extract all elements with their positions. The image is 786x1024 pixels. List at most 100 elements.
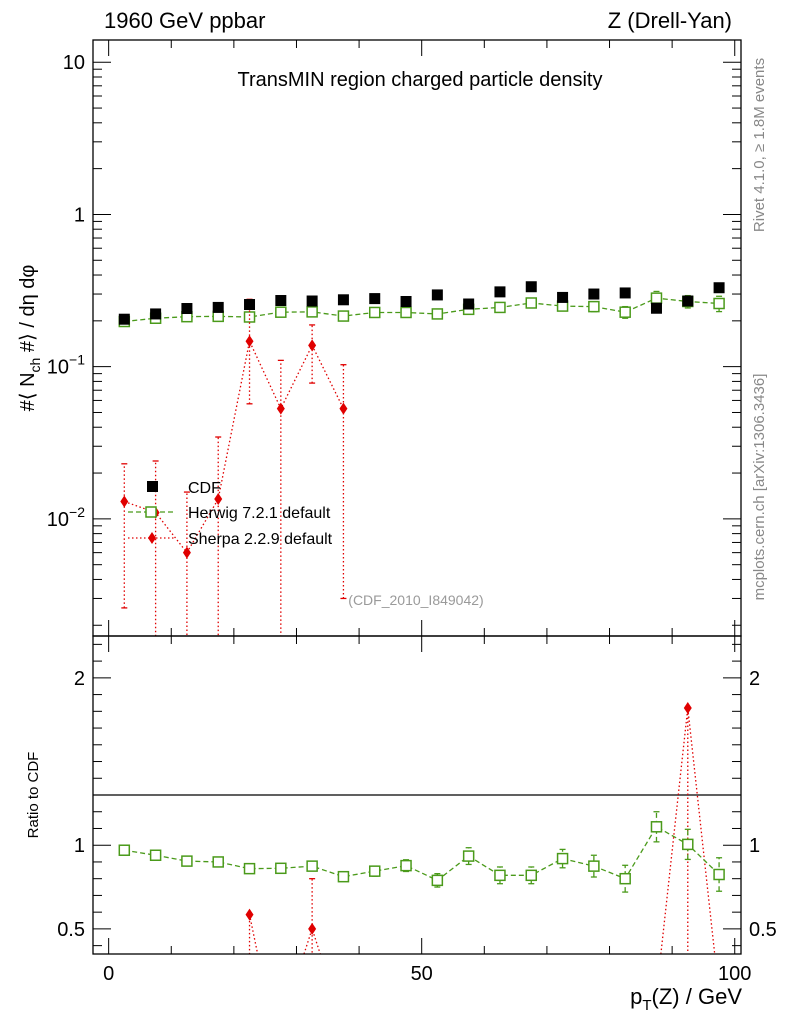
mc-point-sherpa (276, 402, 285, 415)
series-line-sherpa (124, 339, 345, 554)
legend-cdf: CDF (147, 480, 221, 497)
data-point-cdf (275, 295, 287, 307)
mc-point-sherpa (120, 495, 129, 508)
mc-point-herwig (118, 844, 131, 856)
ratio-y-tick-label: 0.5 (57, 919, 85, 941)
mc-point-herwig (650, 821, 663, 833)
mc-point-herwig (619, 872, 631, 885)
data-point-cdf (150, 308, 162, 320)
mcplots-label: mcplots.cern.ch [arXiv:1306.3436] (751, 374, 768, 601)
main-y-tick-label: 10−2 (47, 504, 85, 531)
ratio-y-tick-label: 1 (74, 835, 85, 857)
data-point-cdf (306, 295, 318, 307)
mc-point-herwig (275, 862, 287, 875)
mc-point-herwig (619, 306, 631, 318)
y-axis-label-main: #⟨ Nch #⟩ / dη dφ (17, 265, 43, 412)
data-point-cdf (400, 295, 412, 307)
ratio-y-tick-label-right: 0.5 (749, 919, 777, 941)
data-point-cdf (682, 295, 694, 307)
tick-base: 10 (47, 509, 69, 531)
series-line-sherpa (248, 914, 259, 954)
mc-point-herwig (243, 862, 256, 875)
header-left: 1960 GeV ppbar (104, 8, 265, 33)
mc-point-sherpa (245, 335, 254, 348)
y-axis-label-main-part1: #⟨ N (17, 372, 39, 411)
mc-point-herwig (525, 869, 538, 882)
mc-point-sherpa (339, 402, 348, 415)
x-axis-label-rest: (Z) / GeV (652, 984, 743, 1009)
x-tick-label: 100 (718, 963, 751, 985)
tick-exp: −1 (69, 352, 85, 368)
mc-point-herwig (149, 849, 162, 862)
y-axis-label-ratio: Ratio to CDF (25, 752, 42, 839)
mc-point-herwig (400, 859, 412, 872)
mc-point-herwig (337, 870, 350, 883)
ratio-axis-ticks: 0.5 0.5 1 1 2 2 0 50 100 (57, 636, 777, 985)
mc-point-herwig (368, 865, 381, 877)
main-y-tick-label: 10−1 (47, 352, 85, 379)
mc-point-sherpa (214, 493, 223, 506)
mc-point-herwig (243, 311, 256, 323)
data-point-cdf (244, 299, 256, 311)
ratio-y-tick-label-right: 1 (749, 835, 760, 857)
ratio-frame (92, 635, 742, 955)
mc-point-herwig (306, 306, 318, 318)
mc-point-herwig (306, 860, 318, 872)
legend-herwig-label: Herwig 7.2.1 default (188, 505, 331, 522)
mc-point-herwig (275, 306, 287, 318)
data-point-cdf (369, 293, 381, 305)
data-point-cdf (588, 288, 600, 300)
ratio-y-tick-label: 2 (74, 668, 85, 690)
ratio-panel: 0.5 0.5 1 1 2 2 0 50 100 (57, 635, 777, 985)
legend-herwig: Herwig 7.2.1 default (128, 505, 331, 522)
data-point-cdf (118, 313, 130, 325)
x-tick-label: 50 (411, 963, 433, 985)
mc-point-herwig (588, 300, 600, 313)
mc-point-herwig (431, 308, 444, 320)
y-axis-label-main-sub: ch (27, 358, 43, 373)
mc-point-herwig (556, 852, 569, 865)
mc-point-herwig (400, 306, 412, 319)
x-axis-label-p: p (630, 984, 642, 1009)
main-series (118, 281, 725, 636)
legend-sherpa-label: Sherpa 2.2.9 default (188, 531, 333, 548)
y-axis-label-main-part2: #⟩ / dη dφ (17, 265, 39, 358)
data-point-cdf (713, 282, 725, 294)
data-point-cdf (557, 291, 569, 303)
data-point-cdf (463, 298, 475, 310)
ratio-series (118, 701, 725, 954)
mc-point-herwig (462, 850, 475, 862)
x-axis-label: pT(Z) / GeV (630, 984, 742, 1014)
mc-point-herwig (588, 860, 600, 872)
mc-point-herwig (368, 306, 381, 319)
data-point-cdf (650, 302, 662, 314)
x-tick-label: 0 (103, 963, 114, 985)
data-point-cdf (212, 301, 224, 313)
data-point-cdf (619, 287, 631, 299)
series-line-herwig (124, 825, 720, 882)
mc-point-sherpa (182, 546, 191, 559)
mc-point-herwig (713, 868, 725, 881)
tick-exp: −2 (69, 504, 85, 520)
mc-point-sherpa (308, 339, 317, 352)
mc-point-sherpa (308, 922, 317, 935)
ratio-y-tick-label-right: 2 (749, 668, 760, 690)
mc-point-herwig (212, 856, 224, 868)
series-line-sherpa (303, 926, 321, 954)
data-point-cdf (431, 289, 443, 301)
x-axis-label-sub: T (642, 997, 651, 1014)
analysis-label: (CDF_2010_I849042) (348, 592, 483, 608)
mc-point-herwig (337, 310, 350, 322)
main-y-tick-label: 1 (74, 204, 85, 226)
legend-cdf-label: CDF (188, 480, 221, 497)
mc-point-herwig (713, 297, 725, 310)
rivet-version-label: Rivet 4.1.0, ≥ 1.8M events (751, 58, 768, 232)
main-y-tick-label: 10 (63, 52, 85, 74)
data-point-cdf (525, 281, 537, 293)
mc-point-herwig (431, 874, 444, 887)
series-line-sherpa (660, 707, 716, 954)
mc-point-herwig (682, 838, 694, 851)
